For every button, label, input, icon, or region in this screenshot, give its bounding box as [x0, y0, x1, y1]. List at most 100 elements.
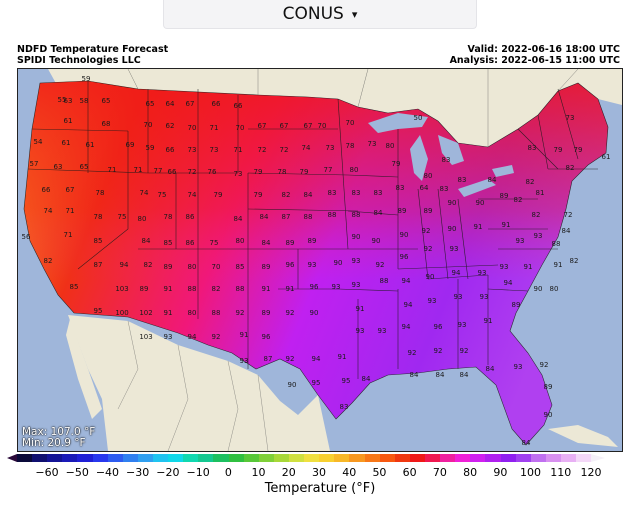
temperature-value: 103	[115, 285, 129, 293]
temperature-value: 82	[143, 261, 153, 269]
temperature-value: 50	[413, 114, 423, 122]
temperature-value: 93	[453, 293, 463, 301]
temperature-value: 79	[253, 168, 263, 176]
colorbar-segment	[394, 454, 410, 462]
temperature-value: 91	[261, 285, 271, 293]
temperature-value: 61	[61, 139, 71, 147]
colorbar-segment	[500, 454, 516, 462]
colorbar-tick-label: −60	[35, 466, 59, 479]
colorbar-segment	[152, 454, 169, 462]
temperature-value: 78	[95, 189, 105, 197]
temperature-map[interactable]: 59 55 63 58 65 65 64 67 66 66 70 50 73 61 68 70 62 70 71 70…	[17, 68, 623, 452]
temperature-value: 85	[235, 263, 245, 271]
colorbar-tick-label: 50	[372, 466, 387, 479]
temperature-value: 80	[549, 285, 559, 293]
colorbar-segment	[77, 454, 93, 462]
max-min-readout: Max: 107.0 °F Min: 20.9 °F	[22, 427, 95, 449]
temperature-value: 92	[375, 261, 385, 269]
colorbar-segment	[364, 454, 380, 462]
canada-land	[48, 69, 622, 147]
temperature-value: 84	[561, 227, 571, 235]
temperature-value: 80	[187, 263, 197, 271]
colorbar-segment	[560, 454, 577, 462]
temperature-value: 89	[285, 239, 295, 247]
temperature-value: 93	[355, 327, 365, 335]
min-temperature: Min: 20.9 °F	[22, 437, 86, 449]
temperature-value: 69	[125, 141, 135, 149]
colorbar-segment	[485, 454, 501, 462]
temperature-value: 73	[187, 146, 197, 154]
temperature-value: 82	[211, 285, 221, 293]
temperature-value: 95	[341, 377, 351, 385]
temperature-value: 96	[399, 253, 409, 261]
temperature-value: 67	[279, 122, 289, 130]
temperature-value: 85	[163, 239, 173, 247]
temperature-value: 94	[401, 323, 411, 331]
temperature-value: 80	[423, 172, 433, 180]
temperature-value: 96	[309, 283, 319, 291]
temperature-value: 76	[207, 168, 217, 176]
temperature-value: 73	[565, 114, 575, 122]
temperature-value: 82	[525, 178, 535, 186]
colorbar-segment	[228, 454, 244, 462]
temperature-value: 65	[101, 97, 111, 105]
temperature-value: 79	[391, 160, 401, 168]
baja-land	[66, 319, 102, 419]
temperature-value: 66	[165, 146, 175, 154]
region-selector[interactable]: CONUS ▾	[163, 0, 477, 29]
temperature-value: 83	[457, 176, 467, 184]
temperature-value: 67	[185, 100, 195, 108]
temperature-value: 92	[235, 309, 245, 317]
temperature-value: 82	[281, 191, 291, 199]
colorbar-segment	[168, 454, 184, 462]
temperature-value: 74	[301, 144, 311, 152]
temperature-value: 65	[79, 163, 89, 171]
temperature-value: 95	[311, 379, 321, 387]
temperature-value: 75	[209, 239, 219, 247]
temperature-value: 63	[53, 163, 63, 171]
temperature-value: 93	[513, 363, 523, 371]
colorbar-title: Temperature (°F)	[264, 481, 376, 496]
region-selector-label: CONUS	[282, 4, 344, 24]
temperature-value: 74	[139, 189, 149, 197]
temperature-value: 84	[361, 375, 371, 383]
temperature-value: 95	[93, 307, 103, 315]
temperature-value: 90	[447, 199, 457, 207]
temperature-value: 92	[539, 361, 549, 369]
temperature-value: 93	[427, 297, 437, 305]
temperature-value: 89	[397, 207, 407, 215]
temperature-value: 71	[107, 166, 117, 174]
temperature-value: 58	[79, 97, 89, 105]
temperature-value: 84	[459, 371, 469, 379]
colorbar-tick-label: −20	[156, 466, 180, 479]
temperature-value: 87	[93, 261, 103, 269]
temperature-value: 94	[311, 355, 321, 363]
temperature-value: 91	[483, 317, 493, 325]
colorbar-segment	[409, 454, 425, 462]
temperature-value: 88	[235, 285, 245, 293]
colorbar-tick-label: 60	[402, 466, 417, 479]
temperature-value: 83	[327, 189, 337, 197]
temperature-value: 77	[153, 167, 163, 175]
temperature-value: 67	[303, 122, 313, 130]
temperature-value: 83	[395, 184, 405, 192]
temperature-value: 93	[351, 281, 361, 289]
temperature-value: 79	[299, 168, 309, 176]
temperature-value: 79	[573, 146, 583, 154]
colorbar-segment	[62, 454, 78, 462]
temperature-value: 86	[185, 239, 195, 247]
temperature-value: 84	[259, 213, 269, 221]
colorbar-tick-label: 20	[281, 466, 296, 479]
temperature-value: 93	[239, 357, 249, 365]
temperature-value: 74	[43, 207, 53, 215]
colorbar-segment	[32, 454, 48, 462]
temperature-value: 84	[261, 239, 271, 247]
temperature-value: 94	[403, 301, 413, 309]
chevron-down-icon: ▾	[351, 8, 358, 21]
temperature-value: 75	[157, 191, 167, 199]
temperature-value: 91	[355, 305, 365, 313]
temperature-value: 88	[551, 240, 561, 248]
colorbar-tick-label: −10	[186, 466, 210, 479]
temperature-value: 70	[235, 124, 245, 132]
temperature-value: 91	[523, 263, 533, 271]
